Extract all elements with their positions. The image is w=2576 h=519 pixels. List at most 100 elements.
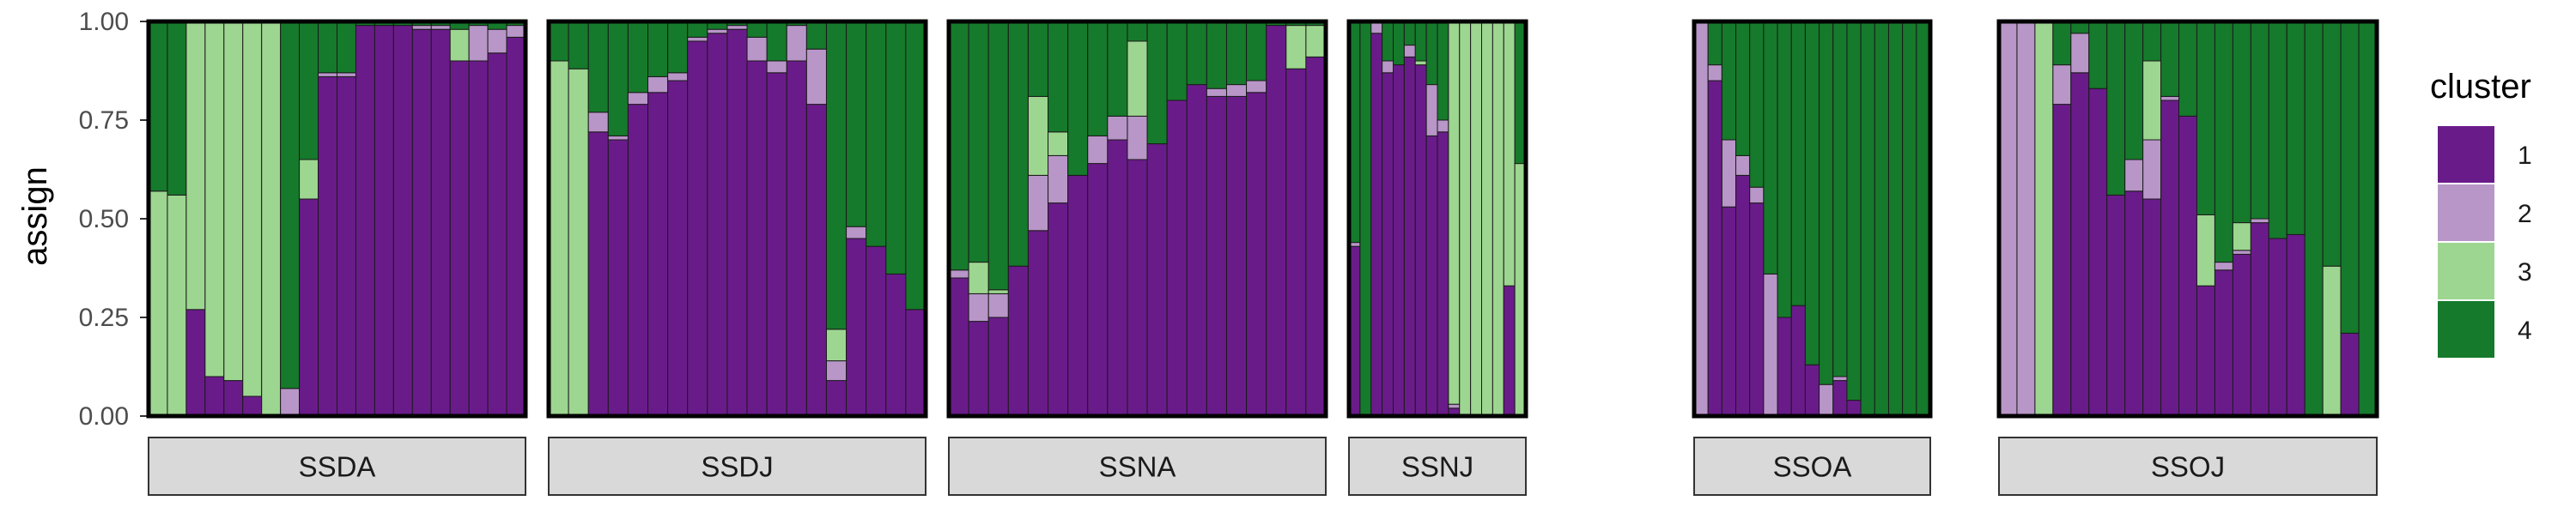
bar-segment-cluster-1 bbox=[2178, 115, 2197, 417]
bar-segment-cluster-4 bbox=[1902, 21, 1917, 417]
bar-segment-cluster-1 bbox=[2142, 198, 2162, 417]
bar-segment-cluster-2 bbox=[1048, 154, 1069, 204]
facet-strip-label: SSOJ bbox=[2151, 451, 2225, 483]
bar-segment-cluster-2 bbox=[468, 25, 489, 62]
bar-segment-cluster-4 bbox=[2106, 21, 2126, 196]
bar-segment-cluster-2 bbox=[766, 60, 787, 74]
bar-segment-cluster-4 bbox=[1437, 21, 1449, 121]
bar-segment-cluster-1 bbox=[2214, 269, 2233, 417]
bar-segment-cluster-4 bbox=[1166, 21, 1188, 101]
bar-segment-cluster-4 bbox=[2196, 21, 2215, 215]
bar-segment-cluster-1 bbox=[1206, 95, 1227, 417]
bar-segment-cluster-4 bbox=[2052, 21, 2072, 66]
bar-segment-cluster-2 bbox=[1246, 80, 1267, 94]
bar-segment-cluster-1 bbox=[968, 321, 989, 417]
bar-segment-cluster-1 bbox=[2106, 194, 2126, 417]
bar-segment-cluster-4 bbox=[866, 21, 887, 247]
bar-segment-cluster-1 bbox=[2070, 72, 2090, 417]
bar-segment-cluster-1 bbox=[825, 380, 848, 417]
legend-label-3: 3 bbox=[2518, 258, 2532, 287]
bar-segment-cluster-4 bbox=[1777, 21, 1792, 318]
bar-segment-cluster-4 bbox=[1127, 21, 1148, 42]
bar-segment-cluster-3 bbox=[1305, 25, 1327, 57]
bar-segment-cluster-4 bbox=[2268, 21, 2287, 239]
bar-segment-cluster-1 bbox=[318, 75, 337, 417]
bar-segment-cluster-1 bbox=[1146, 143, 1168, 417]
bar-segment-cluster-3 bbox=[2196, 214, 2215, 287]
bar-segment-cluster-4 bbox=[766, 21, 787, 62]
bar-segment-cluster-2 bbox=[430, 25, 451, 30]
bar-segment-cluster-1 bbox=[766, 72, 787, 417]
bar-segment-cluster-1 bbox=[1246, 92, 1267, 417]
bar-segment-cluster-4 bbox=[1048, 21, 1069, 133]
bar-segment-cluster-4 bbox=[1721, 21, 1737, 141]
bar-segment-cluster-1 bbox=[987, 317, 1009, 417]
bar-segment-cluster-2 bbox=[627, 92, 649, 106]
bar-segment-cluster-2 bbox=[506, 25, 526, 38]
bar-segment-cluster-2 bbox=[587, 112, 609, 133]
bar-segment-cluster-2 bbox=[846, 226, 867, 239]
bar-segment-cluster-4 bbox=[667, 21, 689, 74]
legend-key-3 bbox=[2436, 241, 2496, 301]
bar-segment-cluster-1 bbox=[204, 376, 225, 417]
bar-segment-cluster-3 bbox=[223, 21, 244, 382]
bar-segment-cluster-1 bbox=[1437, 131, 1449, 417]
bar-segment-cluster-4 bbox=[1763, 21, 1778, 275]
bar-segment-cluster-1 bbox=[242, 395, 263, 417]
bar-segment-cluster-4 bbox=[1874, 21, 1889, 417]
bar-segment-cluster-1 bbox=[1414, 64, 1427, 417]
bar-segment-cluster-2 bbox=[2052, 64, 2072, 106]
bar-segment-cluster-2 bbox=[707, 28, 728, 34]
facet-panels: SSDA SSDJ SSNA SSNJ SSOA SSOJ bbox=[146, 19, 2379, 496]
bar-segment-cluster-4 bbox=[2358, 21, 2378, 417]
bar-segment-cluster-3 bbox=[1492, 21, 1504, 417]
bar-segment-cluster-1 bbox=[1048, 202, 1069, 417]
bar-segment-cluster-4 bbox=[587, 21, 609, 113]
bar-segment-cluster-1 bbox=[1749, 202, 1765, 417]
bar-segment-cluster-1 bbox=[627, 104, 649, 417]
bar-segment-cluster-2 bbox=[1998, 21, 2018, 417]
bar-segment-cluster-1 bbox=[1403, 56, 1416, 417]
bar-segment-cluster-1 bbox=[1503, 285, 1516, 417]
bar-segment-cluster-2 bbox=[1721, 139, 1737, 208]
bar-segment-cluster-4 bbox=[2232, 21, 2251, 224]
bar-segment-cluster-3 bbox=[2034, 21, 2054, 417]
bar-segment-cluster-4 bbox=[905, 21, 927, 311]
bar-segment-cluster-4 bbox=[1860, 21, 1875, 417]
bar-segment-cluster-4 bbox=[1790, 21, 1806, 306]
bar-segment-cluster-1 bbox=[2052, 104, 2072, 417]
legend: cluster 1 2 3 4 bbox=[2430, 68, 2532, 359]
bar-segment-cluster-4 bbox=[987, 21, 1009, 291]
bar-segment-cluster-1 bbox=[885, 273, 907, 417]
facet-strip bbox=[148, 437, 526, 496]
bar-segment-cluster-2 bbox=[2250, 218, 2269, 224]
bar-segment-cluster-2 bbox=[2214, 262, 2233, 271]
bar-segment-cluster-4 bbox=[1393, 21, 1405, 66]
bar-segment-cluster-3 bbox=[204, 21, 225, 377]
y-tick-label: 0.25 bbox=[79, 304, 129, 332]
bar-segment-cluster-1 bbox=[468, 60, 489, 417]
bar-segment-cluster-1 bbox=[1087, 163, 1109, 417]
bar-segment-cluster-1 bbox=[2250, 222, 2269, 417]
bar-segment-cluster-3 bbox=[1448, 21, 1461, 405]
bar-segment-cluster-1 bbox=[337, 75, 356, 417]
bar-segment-cluster-3 bbox=[1470, 21, 1483, 417]
bar-segment-cluster-2 bbox=[786, 25, 807, 62]
bar-segment-cluster-4 bbox=[1846, 21, 1862, 401]
bar-segment-cluster-2 bbox=[1206, 88, 1227, 97]
bar-segment-cluster-1 bbox=[846, 238, 867, 417]
bar-segment-cluster-4 bbox=[805, 21, 827, 50]
bar-segment-cluster-1 bbox=[430, 28, 451, 417]
bar-segment-cluster-4 bbox=[1027, 21, 1049, 97]
bar-segment-cluster-1 bbox=[487, 52, 507, 417]
bar-segment-cluster-4 bbox=[1887, 21, 1904, 417]
bar-segment-cluster-2 bbox=[1425, 84, 1438, 136]
bar-segment-cluster-4 bbox=[1246, 21, 1267, 81]
bar-segment-cluster-4 bbox=[1186, 21, 1207, 86]
bar-segment-cluster-2 bbox=[687, 36, 708, 42]
bar-segment-cluster-1 bbox=[1777, 317, 1792, 417]
bar-segment-cluster-1 bbox=[607, 139, 629, 417]
bar-segment-cluster-2 bbox=[1127, 115, 1148, 160]
facet-panel-ssdj: SSDJ bbox=[546, 19, 928, 496]
panel-border bbox=[1692, 19, 1933, 419]
